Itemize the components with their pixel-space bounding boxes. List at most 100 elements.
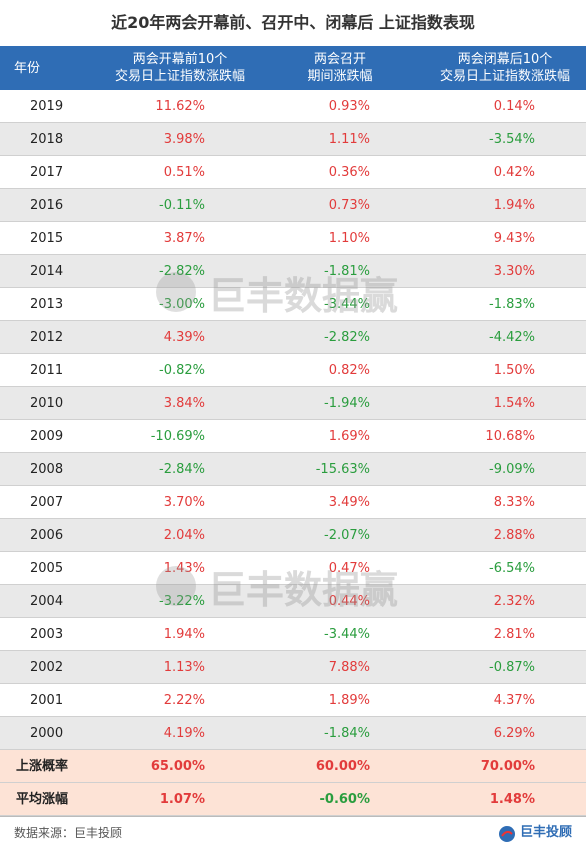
value: -2.84% xyxy=(159,462,205,477)
header-text: 两会闭幕后10个 xyxy=(457,52,553,67)
value: 1.69% xyxy=(328,429,370,444)
value: -0.87% xyxy=(489,660,535,675)
value: -3.54% xyxy=(489,132,535,147)
row-label: 平均涨幅 xyxy=(16,792,69,807)
value: 1.50% xyxy=(493,363,535,378)
table-row: 2014 -2.82% -1.81% 3.30% xyxy=(0,255,586,288)
header-cell: 两会开幕前10个 交易日上证指数涨跌幅 xyxy=(90,51,270,85)
value: 0.44% xyxy=(328,594,370,609)
value: -2.07% xyxy=(324,528,370,543)
value: 3.98% xyxy=(163,132,205,147)
value: 3.70% xyxy=(163,495,205,510)
value: 1.43% xyxy=(163,561,205,576)
value: 65.00% xyxy=(150,759,205,774)
value: 1.89% xyxy=(328,693,370,708)
value: 1.48% xyxy=(489,792,535,807)
header-cell: 年份 xyxy=(14,60,40,77)
row-label: 2017 xyxy=(30,165,64,180)
value: 1.10% xyxy=(328,231,370,246)
value: -9.09% xyxy=(489,462,535,477)
table-row: 2006 2.04% -2.07% 2.88% xyxy=(0,519,586,552)
value: 2.81% xyxy=(493,627,535,642)
table-row: 2011 -0.82% 0.82% 1.50% xyxy=(0,354,586,387)
value: 6.29% xyxy=(493,726,535,741)
value: -1.83% xyxy=(489,297,535,312)
value: 9.43% xyxy=(493,231,535,246)
header-cell: 两会召开 期间涨跌幅 xyxy=(250,51,430,85)
value: 1.54% xyxy=(493,396,535,411)
row-label: 2006 xyxy=(30,528,64,543)
table-row: 上涨概率 65.00% 60.00% 70.00% xyxy=(0,750,586,783)
value: 0.93% xyxy=(328,99,370,114)
watermark-logo xyxy=(156,566,196,606)
table-row: 2005 1.43% 0.47% -6.54% xyxy=(0,552,586,585)
header-text: 两会召开 xyxy=(313,52,366,67)
table-row: 2004 -3.22% 0.44% 2.32% xyxy=(0,585,586,618)
header-text: 年份 xyxy=(14,60,41,76)
value: 0.73% xyxy=(328,198,370,213)
value: -1.81% xyxy=(324,264,370,279)
title: 近20年两会开幕前、召开中、闭幕后 上证指数表现 xyxy=(111,13,475,32)
value: 3.49% xyxy=(328,495,370,510)
row-label: 2007 xyxy=(30,495,64,510)
value: 0.51% xyxy=(163,165,205,180)
logo-text: 巨丰投顾 xyxy=(520,825,573,840)
value: -3.22% xyxy=(159,594,205,609)
row-label: 2016 xyxy=(30,198,64,213)
header-text: 交易日上证指数涨跌幅 xyxy=(114,69,245,84)
value: 7.88% xyxy=(328,660,370,675)
value: 60.00% xyxy=(315,759,370,774)
value: -3.44% xyxy=(324,627,370,642)
table-row: 2000 4.19% -1.84% 6.29% xyxy=(0,717,586,750)
value: -6.54% xyxy=(489,561,535,576)
value: 11.62% xyxy=(155,99,205,114)
value: 3.30% xyxy=(493,264,535,279)
header-text: 交易日上证指数涨跌幅 xyxy=(439,69,570,84)
value: -0.60% xyxy=(319,792,371,807)
row-label: 2009 xyxy=(30,429,64,444)
value: -3.44% xyxy=(324,297,370,312)
value: 0.42% xyxy=(493,165,535,180)
value: 0.36% xyxy=(328,165,370,180)
header-cell: 两会闭幕后10个交易日上证指数涨跌幅 xyxy=(415,51,586,85)
row-label: 2013 xyxy=(30,297,64,312)
table-row: 2002 1.13% 7.88% -0.87% xyxy=(0,651,586,684)
table-row: 2003 1.94% -3.44% 2.81% xyxy=(0,618,586,651)
row-label: 上涨概率 xyxy=(16,759,69,774)
row-label: 2015 xyxy=(30,231,64,246)
table-row: 2017 0.51% 0.36% 0.42% xyxy=(0,156,586,189)
table-header: 年份 两会开幕前10个 交易日上证指数涨跌幅 两会召开 期间涨跌幅 两会闭幕后10个 交易日… xyxy=(0,46,586,90)
watermark-logo xyxy=(156,272,196,312)
value: -10.69% xyxy=(150,429,205,444)
row-label: 2001 xyxy=(30,693,64,708)
value: 2.32% xyxy=(493,594,535,609)
row-label: 2012 xyxy=(30,330,64,345)
table-row: 2013 -3.00% -3.44% -1.83% xyxy=(0,288,586,321)
value: 1.13% xyxy=(163,660,205,675)
value: 70.00% xyxy=(480,759,535,774)
value: 1.07% xyxy=(159,792,205,807)
row-label: 2008 xyxy=(30,462,64,477)
table-row: 2012 4.39% -2.82% -4.42% xyxy=(0,321,586,354)
footer: 数据来源：巨丰投顾 巨丰投顾 xyxy=(0,816,586,849)
row-label: 2002 xyxy=(30,660,64,675)
header-text: 期间涨跌幅 xyxy=(307,69,373,84)
value: 1.94% xyxy=(493,198,535,213)
value: 0.14% xyxy=(493,99,535,114)
value: 3.84% xyxy=(163,396,205,411)
value: 4.39% xyxy=(163,330,205,345)
table-row: 2009 -10.69% 1.69% 10.68% xyxy=(0,420,586,453)
row-label: 2011 xyxy=(30,363,64,378)
table-row: 2010 3.84% -1.94% 1.54% xyxy=(0,387,586,420)
row-label: 2018 xyxy=(30,132,64,147)
value: 4.19% xyxy=(163,726,205,741)
watermark: 巨丰数据赢 xyxy=(208,568,399,612)
row-label: 2000 xyxy=(30,726,64,741)
value: 2.04% xyxy=(163,528,205,543)
value: 0.47% xyxy=(328,561,370,576)
table-row: 2018 3.98% 1.11% -3.54% xyxy=(0,123,586,156)
row-label: 2005 xyxy=(30,561,64,576)
value: -0.82% xyxy=(159,363,205,378)
source: 数据来源：巨丰投顾 xyxy=(14,826,123,840)
